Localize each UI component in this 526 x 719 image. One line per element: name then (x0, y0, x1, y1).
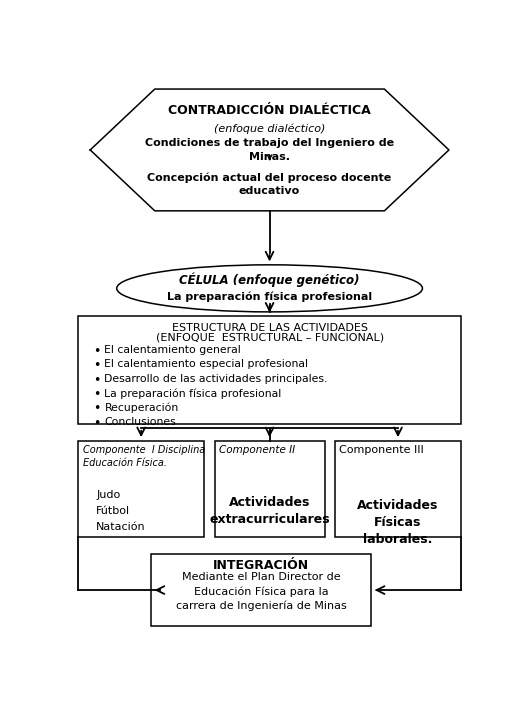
Text: El calentamiento general: El calentamiento general (105, 345, 241, 354)
Text: •: • (93, 403, 100, 416)
Text: CÉLULA (enfoque genético): CÉLULA (enfoque genético) (179, 273, 360, 287)
Text: Actividades
extracurriculares: Actividades extracurriculares (209, 496, 330, 526)
Text: INTEGRACIÓN: INTEGRACIÓN (214, 559, 309, 572)
Text: •: • (93, 374, 100, 387)
Text: Judo
Fútbol
Natación: Judo Fútbol Natación (96, 490, 146, 531)
Text: La preparación física profesional: La preparación física profesional (105, 388, 282, 398)
Text: •: • (93, 345, 100, 358)
Text: Concepción actual del proceso docente
educativo: Concepción actual del proceso docente ed… (147, 173, 392, 196)
Text: Condiciones de trabajo del Ingeniero de
Minas.: Condiciones de trabajo del Ingeniero de … (145, 138, 394, 162)
Text: (ENFOQUE  ESTRUCTURAL – FUNCIONAL): (ENFOQUE ESTRUCTURAL – FUNCIONAL) (156, 333, 383, 343)
Text: Mediante el Plan Director de
Educación Física para la
carrera de Ingeniería de M: Mediante el Plan Director de Educación F… (176, 572, 347, 611)
Text: Actividades
Físicas
laborales.: Actividades Físicas laborales. (357, 499, 439, 546)
Text: Componente III: Componente III (339, 445, 423, 455)
Text: •: • (93, 360, 100, 372)
Text: (enfoque dialéctico): (enfoque dialéctico) (214, 124, 325, 134)
Text: Componente II: Componente II (219, 445, 295, 455)
Text: •: • (93, 417, 100, 430)
Text: ESTRUCTURA DE LAS ACTIVIDADES: ESTRUCTURA DE LAS ACTIVIDADES (171, 323, 368, 333)
Text: •: • (93, 388, 100, 401)
Text: Componente  I Disciplina
Educación Física.: Componente I Disciplina Educación Física… (83, 445, 205, 468)
Text: Conclusiones: Conclusiones (105, 417, 176, 427)
Text: Desarrollo de las actividades principales.: Desarrollo de las actividades principale… (105, 374, 328, 384)
Text: La preparación física profesional: La preparación física profesional (167, 292, 372, 303)
Text: Recuperación: Recuperación (105, 403, 179, 413)
Text: El calentamiento especial profesional: El calentamiento especial profesional (105, 360, 308, 370)
Text: CONTRADICCIÓN DIALÉCTICA: CONTRADICCIÓN DIALÉCTICA (168, 104, 371, 117)
